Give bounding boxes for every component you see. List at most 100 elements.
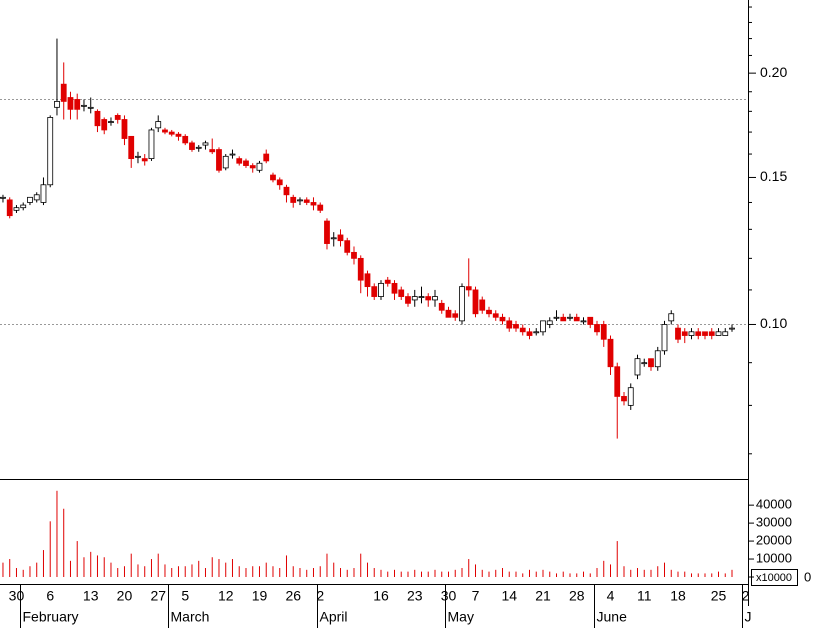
candle-body bbox=[519, 327, 526, 333]
candle-body bbox=[472, 289, 479, 315]
candle-body bbox=[33, 194, 40, 201]
candle-body bbox=[526, 331, 533, 336]
month-label: May bbox=[448, 609, 474, 625]
x-tick-label: 13 bbox=[83, 588, 99, 604]
candle-body bbox=[553, 316, 560, 319]
candle-body bbox=[573, 316, 580, 322]
candle-body bbox=[681, 331, 688, 336]
candle-body bbox=[6, 199, 13, 217]
candle-body bbox=[243, 160, 249, 166]
candle-body bbox=[0, 196, 6, 199]
candle-body bbox=[492, 313, 499, 318]
candle-body bbox=[290, 196, 297, 203]
x-tick-label: 16 bbox=[373, 588, 389, 604]
candle-body bbox=[648, 358, 654, 368]
candle-body bbox=[384, 279, 391, 284]
x-tick-label: 21 bbox=[535, 588, 551, 604]
candle-body bbox=[634, 358, 641, 376]
candle-body bbox=[182, 135, 189, 144]
volume-unit: x10000 bbox=[756, 572, 792, 584]
x-tick-label: 23 bbox=[407, 588, 423, 604]
volume-tick-label: 10000 bbox=[756, 550, 792, 565]
candle-body bbox=[310, 202, 317, 206]
candle-body bbox=[661, 324, 668, 352]
x-tick-label: 28 bbox=[569, 588, 585, 604]
candle-body bbox=[141, 158, 148, 162]
x-tick-label: 4 bbox=[607, 588, 615, 604]
candle-body bbox=[641, 362, 648, 365]
candle-body bbox=[317, 204, 324, 211]
x-tick-label: 30 bbox=[441, 588, 457, 604]
candle-body bbox=[627, 387, 634, 406]
x-tick-label: 14 bbox=[501, 588, 517, 604]
candle-body bbox=[121, 119, 128, 139]
candle-body bbox=[567, 316, 573, 319]
x-tick-label: 25 bbox=[711, 588, 727, 604]
candle-body bbox=[40, 184, 47, 203]
candle-body bbox=[398, 289, 405, 297]
candle-body bbox=[425, 296, 432, 301]
candle-body bbox=[54, 101, 60, 108]
month-label: April bbox=[320, 609, 348, 625]
candle-body bbox=[270, 174, 276, 181]
candle-body bbox=[391, 282, 398, 294]
candle-body bbox=[222, 155, 229, 169]
candle-body bbox=[499, 316, 506, 322]
candle-body bbox=[479, 299, 486, 311]
candle-body bbox=[249, 165, 256, 169]
candle-body bbox=[411, 296, 418, 301]
candle-body bbox=[216, 149, 222, 171]
candle-body bbox=[708, 331, 715, 336]
month-label: June bbox=[597, 609, 628, 625]
candle-body bbox=[94, 110, 101, 127]
candle-body bbox=[20, 204, 27, 209]
x-tick-label: 7 bbox=[472, 588, 480, 604]
candle-body bbox=[256, 162, 263, 171]
candle-body bbox=[654, 350, 661, 368]
candle-body bbox=[283, 186, 290, 196]
month-label: J bbox=[745, 609, 752, 625]
candle-body bbox=[540, 320, 546, 333]
x-tick-label: 30 bbox=[9, 588, 25, 604]
candle-body bbox=[276, 179, 283, 186]
candle-body bbox=[695, 331, 702, 336]
candle-body bbox=[47, 117, 54, 186]
candle-body bbox=[675, 327, 681, 340]
candle-body bbox=[128, 135, 135, 160]
x-tick-label: 6 bbox=[46, 588, 54, 604]
candle-body bbox=[432, 296, 438, 301]
candle-body bbox=[594, 324, 600, 333]
candle-body bbox=[418, 296, 425, 298]
candle-body bbox=[580, 320, 587, 323]
candle-body bbox=[445, 309, 452, 318]
candle-body bbox=[357, 257, 364, 281]
volume-tick-label: 40000 bbox=[756, 497, 792, 512]
candle-body bbox=[452, 313, 459, 318]
candle-body bbox=[364, 273, 371, 288]
candle-body bbox=[324, 220, 330, 244]
candle-body bbox=[702, 331, 708, 336]
x-tick-label: 18 bbox=[670, 588, 686, 604]
y-tick-label: 0.15 bbox=[760, 168, 787, 184]
candle-body bbox=[513, 324, 519, 329]
candle-body bbox=[195, 146, 202, 149]
candle-body bbox=[486, 309, 492, 315]
candle-body bbox=[13, 207, 20, 211]
x-tick-label: 5 bbox=[181, 588, 189, 604]
candle-body bbox=[263, 153, 270, 162]
y-tick-label: 0.20 bbox=[760, 64, 787, 80]
x-tick-label: 12 bbox=[218, 588, 234, 604]
x-tick-label: 27 bbox=[150, 588, 166, 604]
candle-body bbox=[67, 97, 74, 110]
candle-body bbox=[729, 327, 735, 330]
y-tick-label: 0.10 bbox=[760, 315, 787, 331]
x-tick-label: 19 bbox=[252, 588, 268, 604]
candle-body bbox=[459, 286, 465, 322]
candle-body bbox=[351, 251, 357, 259]
candle-body bbox=[344, 240, 351, 253]
candle-body bbox=[101, 119, 108, 131]
candle-body bbox=[303, 199, 310, 203]
candle-body bbox=[108, 121, 114, 123]
volume-tick-label: 30000 bbox=[756, 515, 792, 530]
candle-body bbox=[330, 237, 337, 240]
